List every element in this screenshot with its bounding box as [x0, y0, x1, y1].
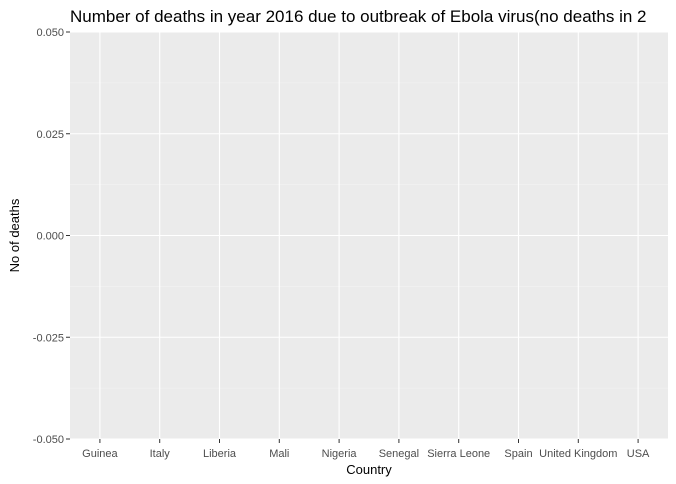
y-tick-label: 0.000 — [36, 231, 64, 243]
x-tick-label: Nigeria — [322, 448, 358, 460]
x-tick-label: Senegal — [379, 448, 419, 460]
y-tick-label: 0.050 — [36, 27, 64, 39]
minor-gridlines — [70, 82, 668, 389]
chart-title: Number of deaths in year 2016 due to out… — [70, 7, 646, 26]
x-tick-label: United Kingdom — [539, 448, 617, 460]
x-tick-label: Italy — [150, 448, 171, 460]
y-tick-label: -0.050 — [33, 434, 64, 446]
x-tick-label: Mali — [269, 448, 289, 460]
y-axis: -0.050 -0.025 0.000 0.025 0.050 — [33, 27, 70, 446]
x-tick-label: Guinea — [82, 448, 118, 460]
x-tick-label: Liberia — [203, 448, 237, 460]
x-axis-title: Country — [346, 462, 392, 477]
major-gridlines — [70, 31, 668, 440]
x-tick-label: Sierra Leone — [427, 448, 490, 460]
y-axis-title: No of deaths — [7, 198, 22, 272]
x-axis: Guinea Italy Liberia Mali Nigeria Senegal Sier… — [82, 439, 650, 460]
y-tick-label: 0.025 — [36, 129, 64, 141]
x-tick-label: USA — [627, 448, 650, 460]
y-tick-label: -0.025 — [33, 332, 64, 344]
x-tick-label: Spain — [504, 448, 532, 460]
